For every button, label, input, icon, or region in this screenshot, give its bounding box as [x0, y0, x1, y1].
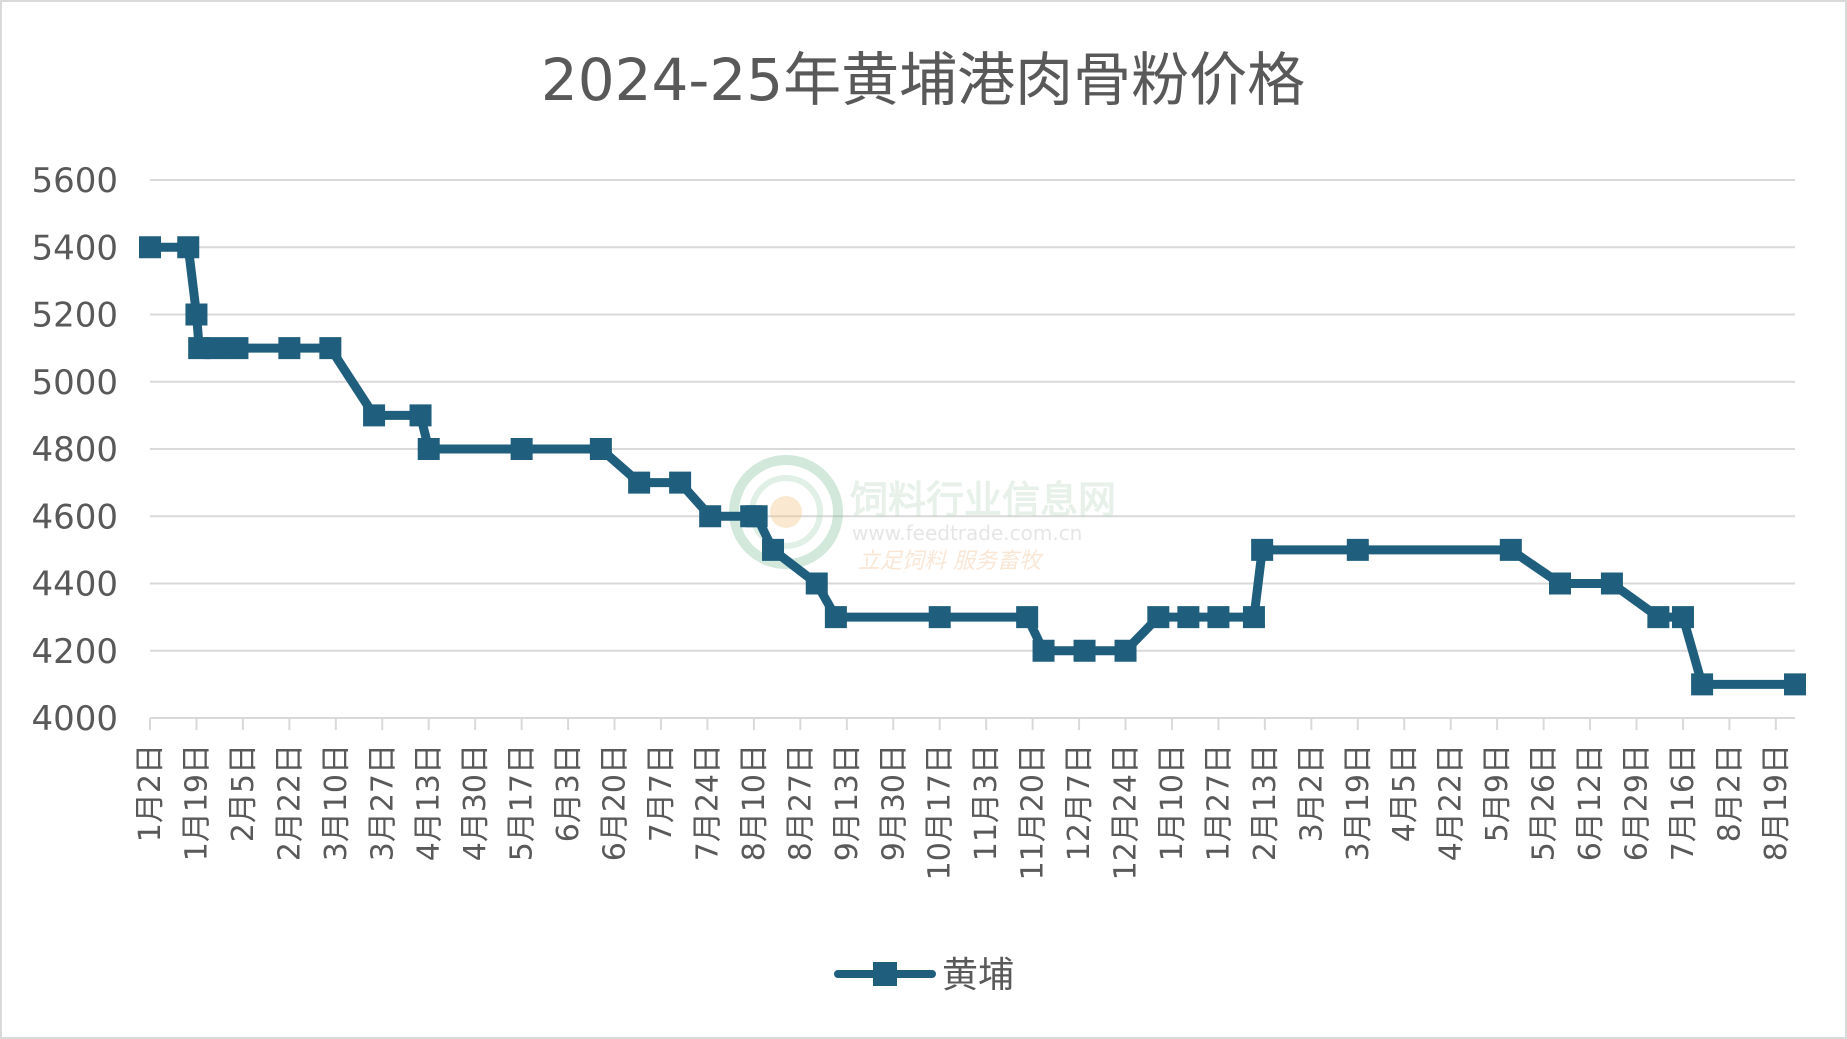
x-tick-label: 6月3日: [551, 744, 586, 842]
x-tick-label: 3月10日: [319, 744, 354, 861]
y-tick-label: 4200: [31, 632, 118, 672]
data-point: [805, 572, 828, 595]
x-tick-label: 5月26日: [1527, 744, 1562, 861]
x-tick-label: 4月22日: [1434, 744, 1469, 861]
x-tick-label: 7月24日: [690, 744, 725, 861]
data-point: [699, 505, 722, 528]
svg-text:www.feedtrade.com.cn: www.feedtrade.com.cn: [852, 521, 1082, 545]
chart-title: 2024-25年黄埔港肉骨粉价格: [541, 46, 1305, 114]
x-tick-label: 7月7日: [644, 744, 679, 842]
data-point: [1147, 606, 1170, 629]
data-point: [204, 337, 227, 360]
x-tick-label: 5月9日: [1480, 744, 1515, 842]
x-tick-label: 1月27日: [1201, 744, 1236, 861]
data-point: [139, 236, 161, 259]
data-point: [1346, 538, 1369, 561]
y-tick-label: 4600: [31, 497, 118, 537]
x-tick-label: 2月5日: [226, 744, 261, 842]
x-tick-label: 5月17日: [505, 744, 540, 861]
x-tick-label: 2月22日: [272, 744, 307, 861]
data-point: [1600, 572, 1623, 595]
watermark-logo: 饲料行业信息网 www.feedtrade.com.cn 立足饲料 服务畜牧: [729, 455, 1116, 574]
y-tick-label: 5400: [31, 228, 118, 268]
x-tick-label: 4月30日: [458, 744, 493, 861]
x-tick-label: 4月5日: [1387, 744, 1422, 842]
x-tick-label: 4月13日: [412, 744, 447, 861]
x-tick-label: 1月10日: [1155, 744, 1190, 861]
data-point: [185, 303, 208, 326]
x-tick-label: 6月29日: [1620, 744, 1655, 861]
x-tick-label: 8月27日: [783, 744, 818, 861]
data-point: [409, 404, 432, 427]
x-tick-label: 6月20日: [598, 744, 633, 861]
grid-layer: [150, 179, 1795, 652]
data-point: [510, 438, 533, 460]
legend-label: 黄埔: [942, 955, 1014, 996]
data-point: [417, 438, 440, 460]
x-tick-label: 10月17日: [923, 744, 958, 880]
data-point: [824, 606, 847, 629]
data-point: [1073, 639, 1096, 662]
legend: 黄埔: [834, 955, 1014, 996]
series-layer: [139, 236, 1806, 696]
y-tick-label: 4800: [31, 430, 118, 470]
x-tick-label: 11月20日: [1016, 744, 1051, 880]
x-tick-label: 12月7日: [1062, 744, 1097, 861]
data-point: [1784, 673, 1806, 696]
data-point: [1207, 606, 1230, 629]
data-point: [669, 471, 692, 494]
data-point: [628, 471, 651, 494]
x-tick-label: 2月13日: [1248, 744, 1283, 861]
data-point: [1671, 606, 1694, 629]
y-axis: 4000 4200 4400 4600 4800 5000 5200 5400 5600: [31, 161, 118, 739]
x-tick-label: 8月10日: [737, 744, 772, 861]
svg-text:饲料行业信息网: 饲料行业信息网: [850, 478, 1116, 522]
data-point: [745, 505, 768, 528]
data-point: [226, 337, 249, 360]
x-tick-label: 1月2日: [133, 744, 168, 842]
x-tick-label: 8月2日: [1712, 744, 1747, 842]
x-tick-label: 9月13日: [830, 744, 865, 861]
data-point: [1114, 639, 1137, 662]
y-tick-label: 5000: [31, 363, 118, 403]
data-point: [1549, 572, 1571, 595]
x-tick-label: 12月24日: [1109, 744, 1144, 880]
x-tick-label: 3月2日: [1294, 744, 1329, 842]
data-point: [1499, 538, 1522, 561]
data-point: [278, 337, 301, 360]
data-point: [1691, 673, 1714, 696]
svg-text:立足饲料 服务畜牧: 立足饲料 服务畜牧: [858, 549, 1044, 574]
data-point: [319, 337, 342, 360]
data-point: [1251, 538, 1274, 561]
y-tick-label: 5200: [31, 296, 118, 336]
x-tick-label: 6月12日: [1573, 744, 1608, 861]
x-tick-label: 7月16日: [1666, 744, 1701, 861]
data-point: [1032, 639, 1055, 662]
data-point: [762, 538, 785, 561]
y-tick-label: 4400: [31, 565, 118, 605]
x-tick-label: 3月27日: [365, 744, 400, 861]
data-point: [1177, 606, 1200, 629]
x-tick-label: 11月3日: [969, 744, 1004, 861]
data-point: [1242, 606, 1265, 629]
x-tick-label: 9月30日: [876, 744, 911, 861]
y-tick-label: 4000: [31, 699, 118, 739]
data-point: [1647, 606, 1670, 629]
x-tick-label: 1月19日: [179, 744, 214, 861]
x-axis: 1月2日 1月19日 2月5日 2月22日 3月10日 3月27日 4月13日 4月30日 5月…: [133, 717, 1795, 880]
legend-marker: [873, 962, 897, 986]
data-point: [928, 606, 951, 629]
data-point: [363, 404, 386, 427]
data-point: [177, 236, 200, 259]
data-point: [1016, 606, 1039, 629]
x-tick-label: 3月19日: [1341, 744, 1376, 861]
y-tick-label: 5600: [31, 161, 118, 201]
data-point: [589, 438, 612, 460]
x-tick-label: 8月19日: [1759, 744, 1794, 861]
